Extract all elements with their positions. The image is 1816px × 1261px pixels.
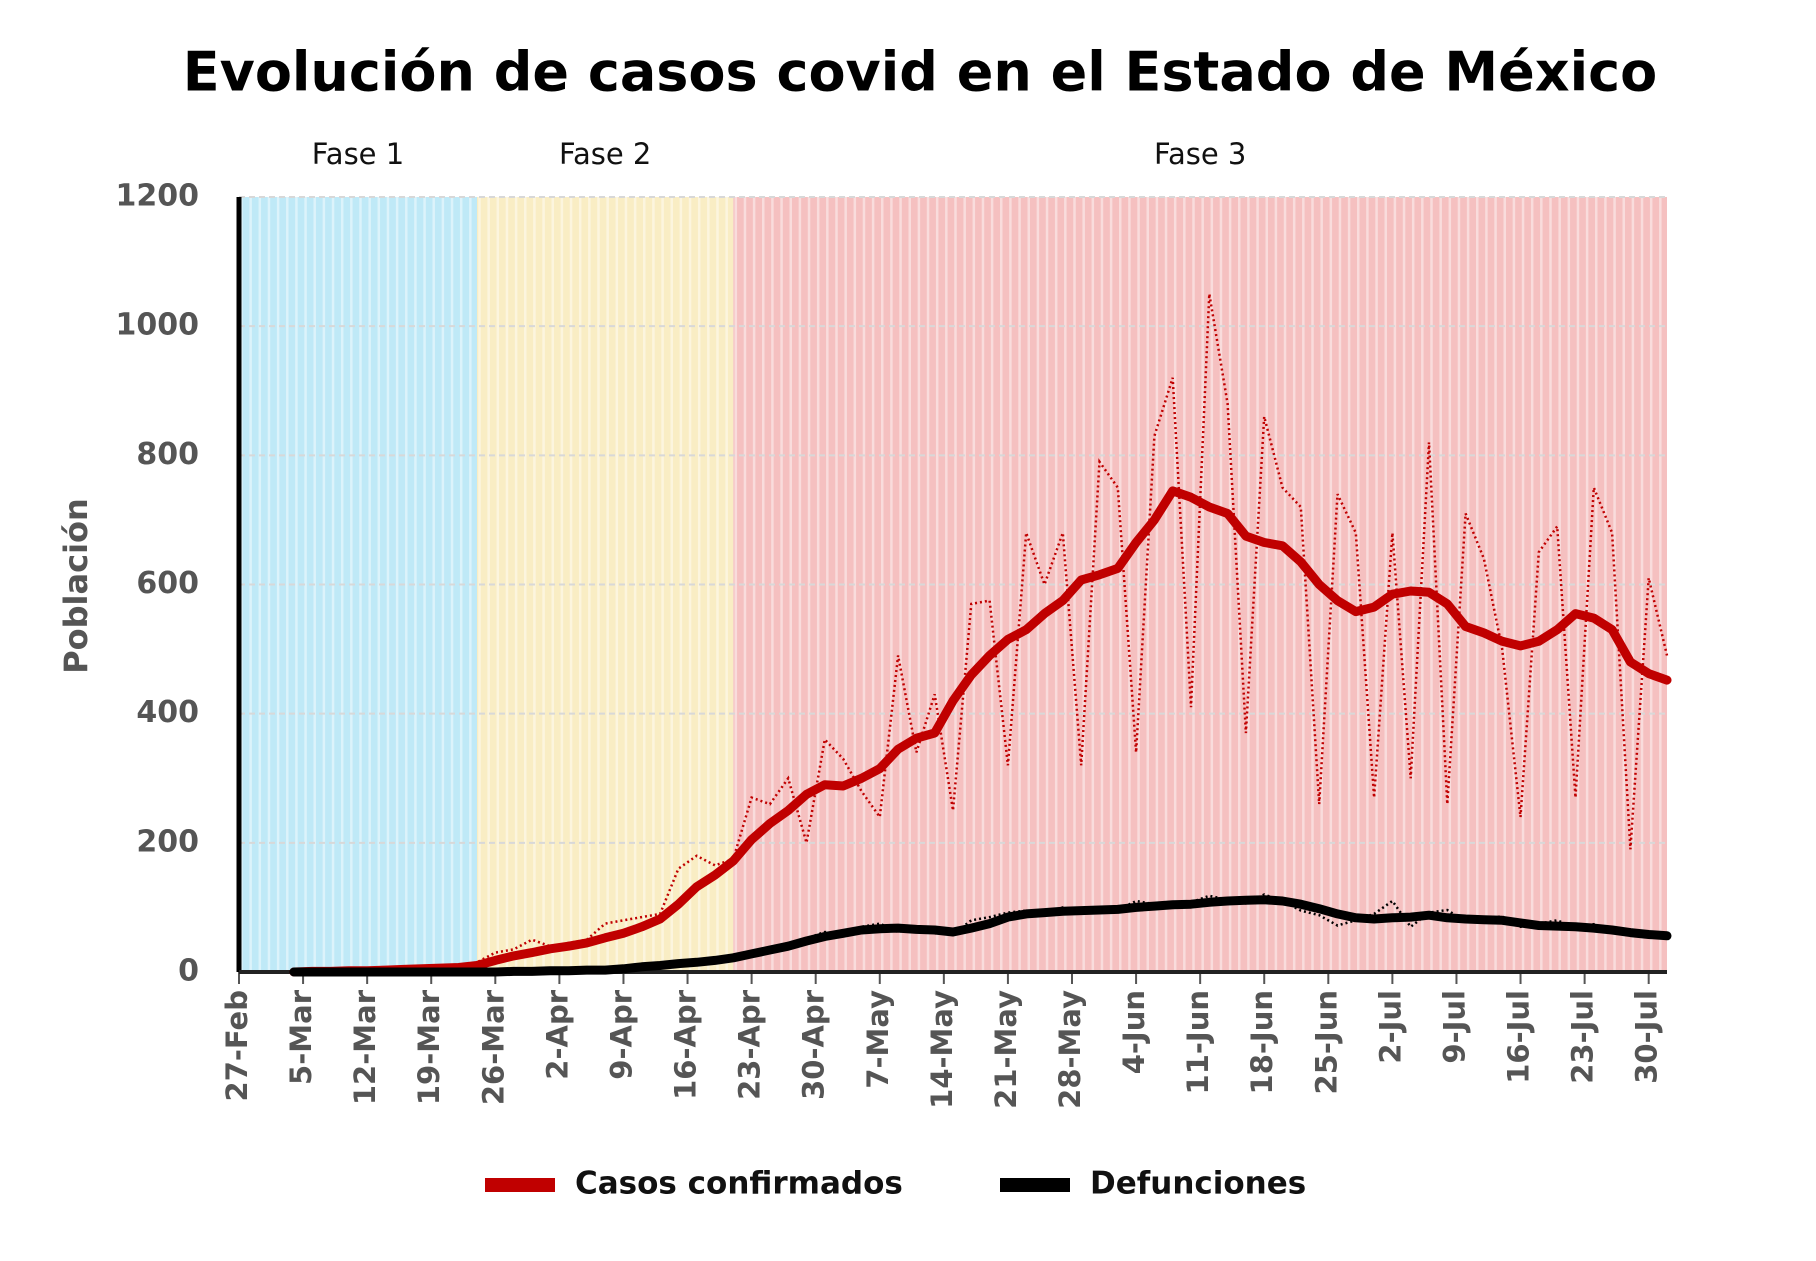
y-tick-label: 0 [178,954,199,989]
legend-label: Casos confirmados [575,1166,903,1202]
y-tick-label: 1200 [116,179,200,214]
x-tick-label: 5-Mar [284,989,318,1085]
x-tick-label: 26-Mar [476,989,510,1105]
x-tick-label: 30-Jul [1630,990,1664,1084]
y-axis-label: Población [57,498,95,674]
x-tick-label: 14-May [925,990,959,1109]
x-tick-label: 30-Apr [797,989,831,1100]
x-tick-label: 2-Apr [540,989,574,1079]
legend-swatch [1000,1178,1070,1192]
y-tick-label: 200 [136,824,199,859]
y-tick-label: 600 [136,566,199,601]
x-tick-label: 18-Jun [1245,990,1279,1094]
x-tick-label: 19-Mar [412,989,446,1105]
y-tick-label: 800 [136,437,199,472]
x-tick-label: 7-May [861,990,895,1089]
y-tick-label: 1000 [116,308,200,343]
x-tick-label: 4-Jun [1117,990,1151,1074]
daily-line [293,893,1668,974]
phase-label: Fase 3 [1154,137,1246,171]
x-tick-label: 9-Jul [1437,990,1471,1064]
x-tick-label: 11-Jun [1181,990,1215,1094]
x-tick-label: 27-Feb [220,990,254,1101]
x-tick-label: 16-Apr [669,989,703,1100]
chart-title: Evolución de casos covid en el Estado de… [183,41,1658,104]
x-tick-label: 23-Apr [733,989,767,1100]
x-tick-label: 25-Jun [1309,990,1343,1094]
phase-label: Fase 2 [559,137,651,171]
phase-label: Fase 1 [312,137,404,171]
x-tick-label: 12-Mar [348,989,382,1105]
daily-line [293,293,1669,974]
x-tick-label: 16-Jul [1502,990,1536,1084]
x-tick-label: 2-Jul [1373,990,1407,1064]
x-tick-label: 23-Jul [1566,990,1600,1084]
legend-swatch [485,1178,555,1192]
trend-line [289,895,1672,977]
x-tick-label: 21-May [989,990,1023,1109]
y-tick-label: 400 [136,695,199,730]
x-tick-label: 9-Apr [604,989,638,1079]
trend-line [289,486,1672,977]
x-tick-label: 28-May [1053,990,1087,1109]
phase-band [239,197,477,972]
legend-label: Defunciones [1090,1166,1306,1202]
